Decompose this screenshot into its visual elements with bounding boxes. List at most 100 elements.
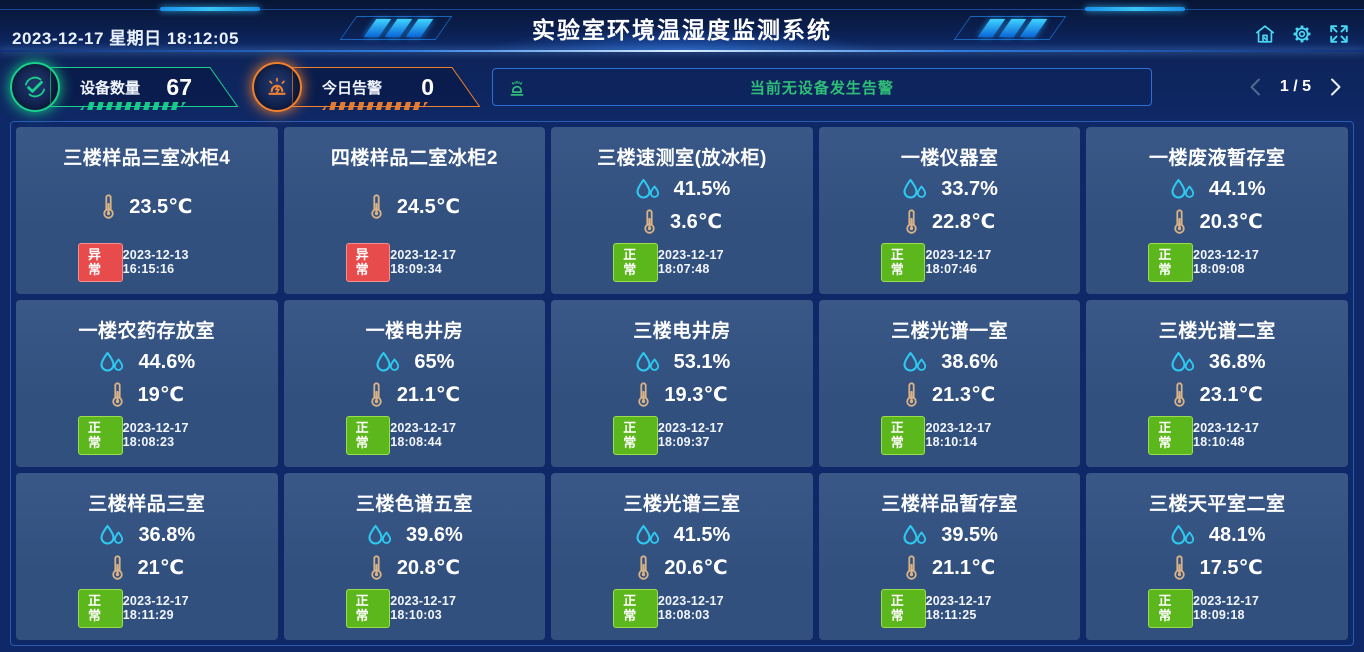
room-card[interactable]: 三楼光谱三室 41.5% (551, 473, 813, 640)
humidity-row: 39.6% (366, 524, 463, 547)
page-indicator: 1 / 5 (1279, 78, 1311, 95)
temperature-row: 19.3℃ (636, 381, 728, 408)
humidity-value: 39.6% (406, 523, 463, 546)
card-metrics: 41.5% 3.6℃ (561, 170, 803, 243)
humidity-row: 65% (374, 351, 454, 374)
card-grid: 三楼样品三室冰柜4 23.5℃ 异常 2023-12-13 16:15:16 (16, 127, 1348, 640)
temperature-value: 21.1℃ (932, 557, 996, 580)
humidity-icon (366, 524, 393, 547)
temperature-value: 3.6℃ (669, 211, 722, 234)
temperature-value: 21.3℃ (932, 384, 996, 407)
room-name: 三楼电井房 (633, 321, 731, 342)
temperature-value: 20.3℃ (1199, 211, 1263, 234)
humidity-row: 41.5% (634, 178, 730, 201)
room-card[interactable]: 三楼样品暂存室 39.5% (818, 473, 1081, 640)
today-alarms-widget: 今日告警 0 (252, 62, 480, 112)
temperature-value: 23.5℃ (129, 195, 193, 218)
settings-icon[interactable] (1291, 23, 1313, 45)
humidity-value: 44.6% (138, 350, 196, 373)
room-card[interactable]: 三楼光谱二室 36.8% (1086, 300, 1348, 467)
humidity-icon (634, 524, 661, 547)
header-glow-segment-right (1085, 7, 1185, 11)
status-badge: 正常 (613, 588, 658, 628)
card-timestamp: 2023-12-17 18:07:48 (657, 248, 724, 277)
status-badge: 正常 (880, 588, 926, 628)
header-action-icons (1254, 23, 1350, 45)
status-badge: 正常 (78, 588, 123, 628)
fullscreen-icon[interactable] (1328, 23, 1350, 45)
humidity-icon (634, 351, 661, 374)
room-card[interactable]: 三楼色谱五室 39.6% (283, 473, 546, 640)
card-timestamp: 2023-12-17 18:07:46 (925, 248, 992, 277)
card-footer: 正常 2023-12-17 18:10:48 (1096, 415, 1338, 455)
status-badge: 正常 (1148, 242, 1194, 282)
room-card[interactable]: 一楼废液暂存室 44.1% (1086, 127, 1348, 294)
humidity-icon (98, 524, 125, 547)
room-card[interactable]: 一楼农药存放室 44.6% (16, 300, 278, 467)
room-card[interactable]: 三楼电井房 53.1% (551, 300, 813, 467)
temperature-row: 21.1℃ (369, 381, 460, 408)
humidity-icon (374, 351, 401, 374)
card-footer: 正常 2023-12-17 18:11:29 (26, 588, 268, 628)
temperature-icon (904, 381, 919, 408)
room-card[interactable]: 一楼仪器室 33.7% (818, 127, 1081, 294)
room-card[interactable]: 三楼样品三室冰柜4 23.5℃ 异常 2023-12-13 16:15:16 (16, 127, 278, 294)
header-glow-segment-left (160, 7, 260, 11)
card-metrics: 36.8% 23.1℃ (1096, 343, 1338, 416)
card-timestamp: 2023-12-17 18:10:14 (925, 421, 992, 450)
temperature-row: 21.3℃ (904, 381, 995, 408)
temperature-icon (369, 554, 384, 581)
humidity-value: 53.1% (673, 350, 731, 373)
card-metrics: 44.6% 19℃ (26, 343, 268, 416)
room-card[interactable]: 三楼样品三室 36.8% (16, 473, 278, 640)
temperature-icon (110, 554, 125, 581)
status-badge: 正常 (613, 242, 658, 282)
status-badge: 正常 (613, 415, 658, 455)
temperature-icon (636, 381, 651, 408)
device-count-value: 67 (166, 73, 192, 100)
status-badge: 异常 (345, 242, 391, 282)
room-card[interactable]: 四楼样品二室冰柜2 24.5℃ 异常 2023-12-17 18:09:34 (283, 127, 546, 294)
humidity-row: 48.1% (1169, 524, 1266, 547)
card-footer: 正常 2023-12-17 18:09:08 (1096, 242, 1338, 282)
temperature-value: 20.8℃ (396, 557, 460, 580)
temperature-icon (369, 381, 384, 408)
card-timestamp: 2023-12-17 18:11:25 (925, 594, 992, 623)
previous-page-button[interactable] (1247, 77, 1263, 97)
humidity-row: 44.1% (1169, 178, 1266, 201)
alert-banner: 当前无设备发生告警 (492, 68, 1152, 106)
device-count-label: 设备数量 (80, 79, 141, 97)
temperature-row: 23.1℃ (1172, 381, 1263, 408)
card-footer: 正常 2023-12-17 18:07:46 (829, 242, 1071, 282)
monitor-panel: 三楼样品三室冰柜4 23.5℃ 异常 2023-12-13 16:15:16 (10, 121, 1354, 646)
card-footer: 正常 2023-12-17 18:08:03 (561, 588, 803, 628)
room-card[interactable]: 一楼电井房 65% (283, 300, 546, 467)
temperature-icon (369, 193, 384, 220)
page-title: 实验室环境温湿度监测系统 (532, 17, 832, 43)
humidity-icon (901, 524, 928, 547)
room-card[interactable]: 三楼天平室二室 48.1% (1086, 473, 1348, 640)
card-timestamp: 2023-12-17 18:08:44 (390, 421, 457, 450)
card-timestamp: 2023-12-17 18:09:18 (1193, 594, 1259, 623)
temperature-value: 20.6℃ (664, 557, 728, 580)
card-footer: 异常 2023-12-13 16:15:16 (26, 242, 268, 282)
room-name: 一楼废液暂存室 (1148, 148, 1286, 169)
humidity-value: 41.5% (673, 523, 731, 546)
room-card[interactable]: 三楼光谱一室 38.6% (818, 300, 1081, 467)
temperature-icon (1172, 554, 1187, 581)
status-badge: 正常 (1148, 415, 1194, 455)
card-timestamp: 2023-12-17 18:08:03 (657, 594, 724, 623)
temperature-row: 20.3℃ (1172, 208, 1263, 235)
card-metrics: 44.1% 20.3℃ (1096, 170, 1338, 243)
card-metrics: 39.5% 21.1℃ (829, 516, 1071, 589)
next-page-button[interactable] (1328, 77, 1344, 97)
temperature-value: 23.1℃ (1199, 384, 1263, 407)
room-name: 一楼电井房 (365, 321, 464, 342)
room-card[interactable]: 三楼速测室(放冰柜) 41.5% (551, 127, 813, 294)
pagination: 1 / 5 (1247, 77, 1344, 97)
home-icon[interactable] (1254, 23, 1276, 45)
card-metrics: 53.1% 19.3℃ (561, 343, 803, 416)
humidity-icon (1169, 178, 1196, 201)
temperature-value: 21℃ (137, 557, 185, 580)
temperature-row: 21℃ (110, 554, 184, 581)
